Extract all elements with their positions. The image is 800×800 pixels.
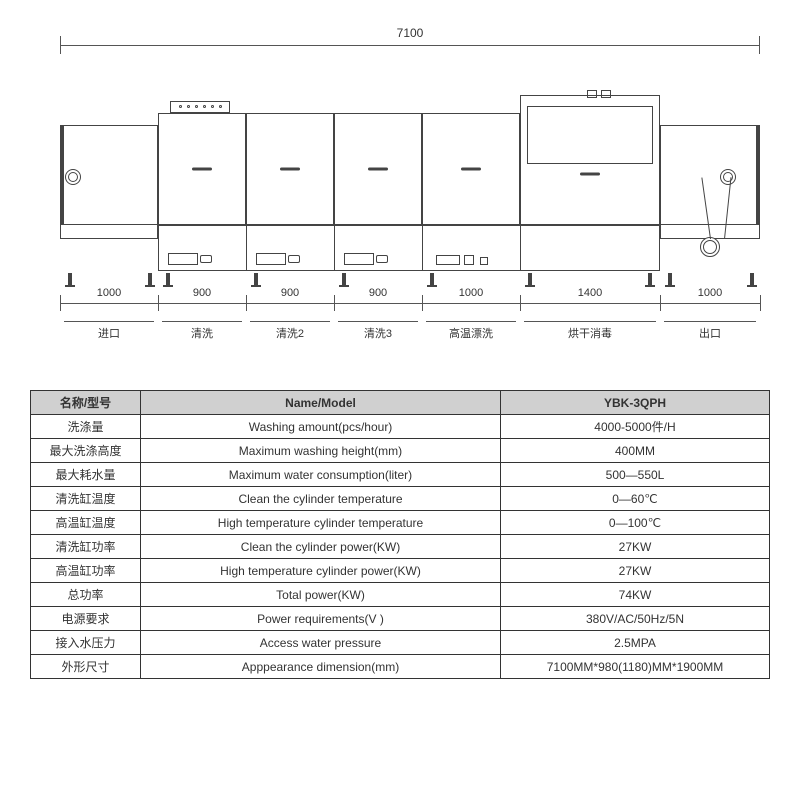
cell-en: Maximum water consumption(liter) [141,463,501,487]
table-row: 最大洗涤高度Maximum washing height(mm)400MM [31,439,770,463]
cell-val: 27KW [501,559,770,583]
cell-cn: 总功率 [31,583,141,607]
cell-val: 380V/AC/50Hz/5N [501,607,770,631]
cell-cn: 清洗缸功率 [31,535,141,559]
table-row: 外形尺寸Apppearance dimension(mm)7100MM*980(… [31,655,770,679]
cell-val: 0—60℃ [501,487,770,511]
cell-cn: 电源要求 [31,607,141,631]
section-label: 清洗3 [364,325,392,341]
lower-frame [158,225,660,271]
cell-cn: 最大耗水量 [31,463,141,487]
section-label: 清洗 [191,325,213,341]
table-row: 高温缸温度High temperature cylinder temperatu… [31,511,770,535]
table-row: 清洗缸功率Clean the cylinder power(KW)27KW [31,535,770,559]
cell-cn: 清洗缸温度 [31,487,141,511]
cell-val: 400MM [501,439,770,463]
cell-val: 2.5MPA [501,631,770,655]
bottom-dimensions: 1000进口900清洗900清洗2900清洗31000高温漂洗1400烘干消毒1… [60,295,760,350]
table-row: 最大耗水量Maximum water consumption(liter)500… [31,463,770,487]
wash-cabinet-2 [246,113,334,225]
section-label: 烘干消毒 [568,325,612,341]
cell-en: High temperature cylinder power(KW) [141,559,501,583]
outlet-section [660,125,760,225]
cell-val: 27KW [501,535,770,559]
dim-value: 900 [281,287,299,299]
cell-en: Washing amount(pcs/hour) [141,415,501,439]
col-header-cn: 名称/型号 [31,391,141,415]
table-row: 清洗缸温度Clean the cylinder temperature0—60℃ [31,487,770,511]
cell-val: 0—100℃ [501,511,770,535]
cell-en: Clean the cylinder power(KW) [141,535,501,559]
table-row: 电源要求Power requirements(V )380V/AC/50Hz/5… [31,607,770,631]
section-label: 进口 [98,325,120,341]
roller-icon [65,169,81,185]
cell-cn: 接入水压力 [31,631,141,655]
technical-diagram: 7100 [30,20,770,370]
cell-en: Clean the cylinder temperature [141,487,501,511]
top-dim-label: 7100 [60,26,760,40]
rinse-cabinet [422,113,520,225]
cell-val: 4000-5000件/H [501,415,770,439]
cell-en: High temperature cylinder temperature [141,511,501,535]
cell-en: Power requirements(V ) [141,607,501,631]
pulley-icon [700,237,720,257]
cell-cn: 外形尺寸 [31,655,141,679]
dim-value: 1000 [459,287,483,299]
dim-value: 900 [369,287,387,299]
table-header-row: 名称/型号 Name/Model YBK-3QPH [31,391,770,415]
cell-val: 7100MM*980(1180)MM*1900MM [501,655,770,679]
col-header-en: Name/Model [141,391,501,415]
table-row: 高温缸功率High temperature cylinder power(KW)… [31,559,770,583]
wash-cabinet-1 [158,113,246,225]
cell-val: 500—550L [501,463,770,487]
col-header-model: YBK-3QPH [501,391,770,415]
cell-cn: 洗涤量 [31,415,141,439]
table-row: 总功率Total power(KW)74KW [31,583,770,607]
top-dimension: 7100 [60,30,760,60]
cell-en: Maximum washing height(mm) [141,439,501,463]
cell-cn: 最大洗涤高度 [31,439,141,463]
spec-table: 名称/型号 Name/Model YBK-3QPH 洗涤量Washing amo… [30,390,770,679]
dim-value: 1000 [698,287,722,299]
table-row: 接入水压力Access water pressure2.5MPA [31,631,770,655]
cell-en: Access water pressure [141,631,501,655]
cell-cn: 高温缸功率 [31,559,141,583]
dim-value: 900 [193,287,211,299]
section-label: 清洗2 [276,325,304,341]
section-label: 出口 [699,325,721,341]
cell-cn: 高温缸温度 [31,511,141,535]
cell-val: 74KW [501,583,770,607]
section-label: 高温漂洗 [449,325,493,341]
table-row: 洗涤量Washing amount(pcs/hour)4000-5000件/H [31,415,770,439]
dim-value: 1000 [97,287,121,299]
dim-value: 1400 [578,287,602,299]
cell-en: Apppearance dimension(mm) [141,655,501,679]
machine-drawing [60,75,760,285]
dryer-cabinet [520,95,660,225]
wash-cabinet-3 [334,113,422,225]
cell-en: Total power(KW) [141,583,501,607]
